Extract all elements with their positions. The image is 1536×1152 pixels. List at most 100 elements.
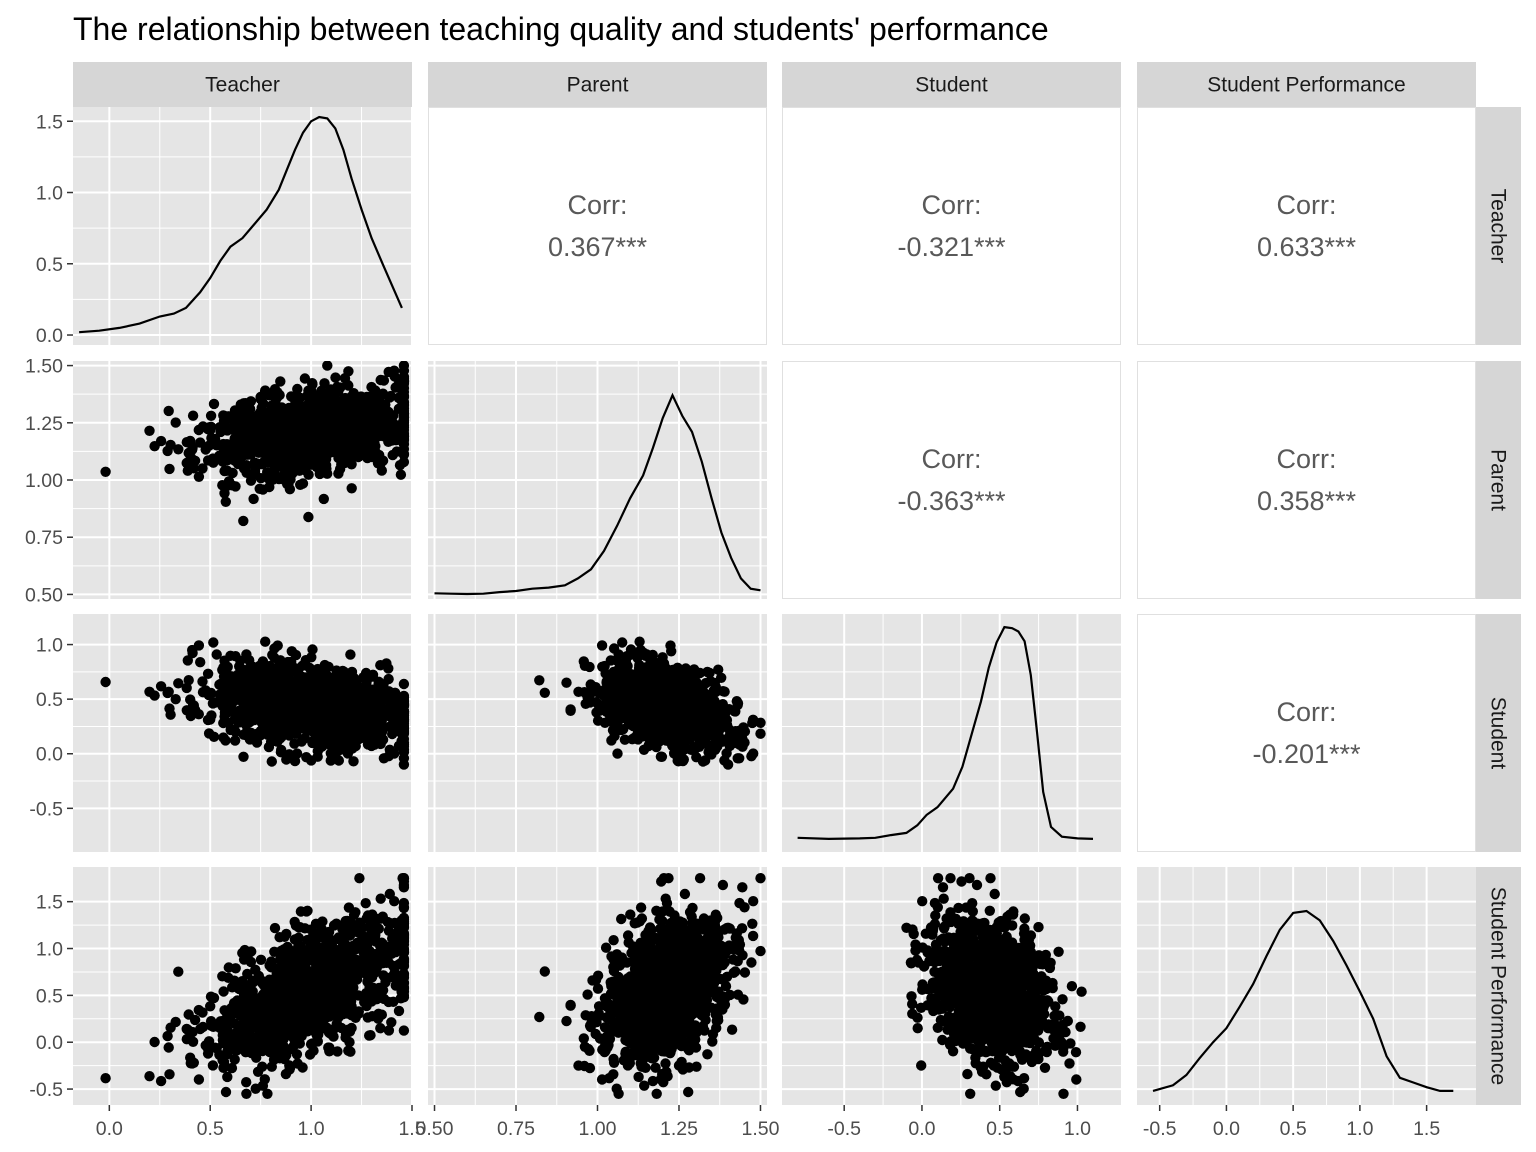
corr-panel-bg: [428, 107, 767, 345]
point: [274, 389, 285, 401]
point: [276, 999, 287, 1010]
point: [746, 751, 757, 762]
point: [275, 961, 287, 972]
point: [334, 738, 345, 749]
point: [232, 669, 244, 680]
point: [700, 713, 711, 724]
panel-student-parent: [428, 614, 767, 852]
point: [371, 994, 382, 1005]
point: [170, 694, 181, 705]
point: [755, 728, 766, 739]
density-curve-student: [797, 625, 1094, 841]
column-label-student-performance: Student Performance: [1207, 74, 1405, 97]
point: [739, 737, 750, 748]
point: [285, 970, 296, 981]
point: [220, 1086, 232, 1098]
point: [398, 411, 410, 423]
point: [276, 1037, 287, 1048]
point: [225, 650, 236, 661]
point: [266, 425, 277, 436]
point: [331, 1018, 342, 1029]
point: [276, 666, 287, 677]
point: [332, 413, 343, 425]
point: [344, 732, 356, 743]
point: [357, 436, 369, 447]
panel-parent-student-performance: Corr:0.358***: [1137, 361, 1476, 599]
density-curve-teacher: [79, 115, 403, 334]
point: [248, 437, 259, 448]
point: [229, 405, 241, 416]
point: [387, 720, 398, 732]
point: [612, 748, 623, 759]
point: [608, 643, 620, 654]
point: [301, 712, 312, 724]
corr-label: Corr:: [568, 190, 628, 220]
point: [238, 751, 249, 762]
point: [649, 727, 660, 738]
point: [164, 1069, 175, 1080]
point: [340, 685, 351, 696]
point: [287, 465, 299, 476]
point: [376, 937, 387, 948]
point: [274, 714, 285, 726]
point: [683, 704, 695, 715]
point: [209, 433, 221, 445]
point: [354, 873, 365, 884]
point: [380, 946, 391, 957]
point: [755, 717, 766, 728]
point: [220, 496, 231, 507]
point: [337, 702, 348, 714]
point: [266, 756, 277, 767]
point: [275, 376, 286, 387]
point: [214, 1049, 225, 1061]
points: [534, 873, 766, 1100]
point: [193, 640, 205, 651]
point: [257, 484, 269, 495]
point: [268, 1054, 280, 1065]
point: [397, 988, 409, 1000]
point: [694, 667, 706, 679]
point: [398, 430, 410, 441]
point: [365, 435, 376, 447]
point: [320, 695, 331, 706]
point: [302, 415, 313, 426]
point: [364, 425, 375, 436]
point: [260, 636, 271, 647]
point: [234, 457, 245, 468]
point: [230, 963, 241, 974]
point: [308, 1006, 319, 1017]
point: [337, 1000, 348, 1011]
point: [219, 1060, 230, 1071]
point: [634, 636, 645, 647]
point: [197, 676, 208, 687]
point: [362, 1012, 373, 1023]
point: [205, 1001, 216, 1012]
point: [398, 753, 410, 764]
point: [193, 1004, 204, 1016]
point: [343, 380, 354, 391]
point: [219, 1005, 230, 1016]
point: [282, 656, 294, 668]
point: [383, 751, 394, 762]
point: [185, 452, 196, 463]
point: [215, 426, 226, 438]
point: [398, 902, 410, 913]
point: [295, 479, 306, 490]
point: [247, 977, 259, 988]
point: [658, 695, 669, 706]
row-label-parent: Parent: [1487, 449, 1510, 511]
point: [366, 740, 377, 752]
points: [100, 361, 410, 527]
point: [398, 456, 410, 468]
point: [324, 445, 335, 457]
column-strips: Teacher Parent Student Student Performance: [73, 62, 1476, 107]
point: [276, 945, 287, 956]
point: [710, 686, 721, 698]
point: [187, 1036, 199, 1048]
point: [308, 683, 319, 694]
point: [319, 994, 331, 1006]
point: [265, 434, 277, 445]
point: [253, 702, 264, 714]
point: [274, 429, 286, 440]
